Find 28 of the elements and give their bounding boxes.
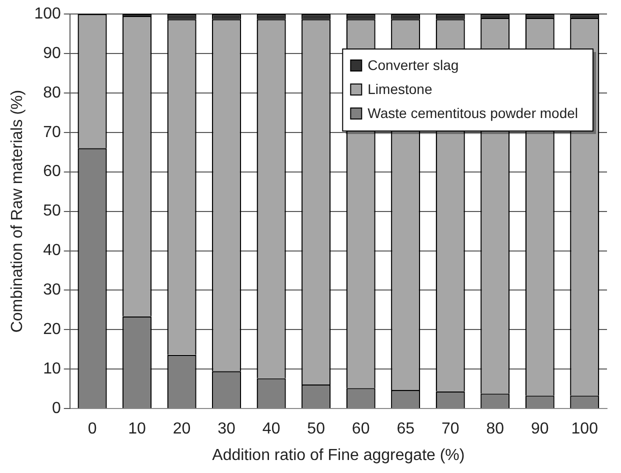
x-tick-label: 70: [441, 420, 460, 438]
x-tick-label: 100: [571, 420, 598, 438]
y-tick-label: 30: [43, 282, 61, 299]
x-tick-label: 30: [218, 420, 236, 438]
x-tick-label: 20: [172, 420, 191, 438]
x-tick-label: 0: [88, 420, 97, 438]
y-tick-label: 100: [34, 5, 61, 22]
legend-label: Converter slag: [368, 56, 459, 73]
x-tick-label: 65: [396, 420, 415, 438]
y-tick-label: 0: [52, 400, 61, 418]
y-tick-label: 50: [43, 202, 61, 220]
x-tick-label: 80: [486, 420, 504, 438]
x-tick-label: 40: [262, 420, 280, 438]
x-tick-label: 10: [128, 420, 146, 438]
y-tick-label: 80: [43, 84, 61, 102]
x-tick-label: 90: [530, 420, 549, 438]
y-tick-label: 60: [43, 163, 61, 180]
y-tick-label: 70: [43, 124, 61, 141]
legend-label: Waste cementitous powder model: [368, 104, 578, 121]
y-axis-title: Combination of Raw materials (%): [9, 90, 26, 333]
y-tick-label: 90: [43, 44, 61, 62]
legend-label: Limestone: [368, 80, 432, 97]
x-axis-title: Addition ratio of Fine aggregate (%): [212, 446, 465, 464]
y-tick-label: 10: [43, 360, 61, 378]
x-tick-label: 60: [352, 420, 370, 438]
y-tick-label: 40: [43, 242, 61, 260]
x-tick-label: 50: [307, 420, 326, 438]
y-tick-label: 20: [43, 321, 61, 338]
